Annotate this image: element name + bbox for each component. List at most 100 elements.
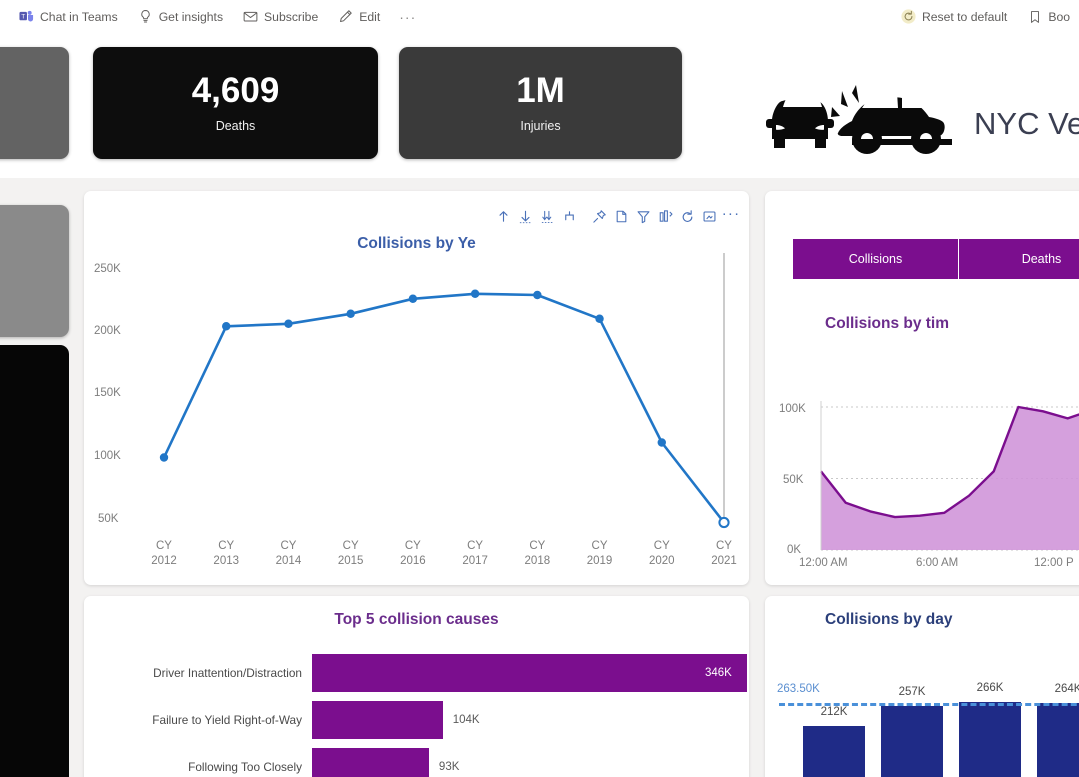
visual-collisions-by-year[interactable]: Collisions by Ye — [84, 191, 749, 585]
copy-icon[interactable] — [612, 208, 630, 226]
line-ytick-150k: 150K — [94, 387, 121, 399]
kpi-injuries-value: 1M — [516, 71, 565, 110]
kpi-deaths-value: 4,609 — [191, 71, 280, 110]
area-ytick-0k: 0K — [787, 544, 802, 556]
line-xtick-2013: CY 2013 — [213, 540, 240, 567]
pin-icon[interactable] — [590, 208, 608, 226]
drill-mode-icon[interactable] — [560, 208, 578, 226]
filter-icon[interactable] — [634, 208, 652, 226]
bar-track: 93K — [312, 748, 749, 777]
kpi-card-cropped[interactable] — [0, 47, 69, 159]
visual-top-5-collision-causes[interactable]: Top 5 collision causes Driver Inattentio… — [84, 596, 749, 777]
car-collision-icon — [760, 81, 956, 166]
side-panel-label: type — [0, 407, 6, 423]
bar-fill[interactable] — [312, 748, 429, 777]
bar-category-label: Driver Inattention/Distraction — [153, 666, 302, 680]
slicer-panel-cropped[interactable] — [0, 205, 69, 337]
focus-icon[interactable] — [700, 208, 718, 226]
drill-up-icon[interactable] — [494, 208, 512, 226]
personalize-icon[interactable] — [656, 208, 674, 226]
line-ytick-100k: 100K — [94, 450, 121, 462]
area-xtick-12am: 12:00 AM — [799, 557, 848, 569]
chat-in-teams-label: Chat in Teams — [40, 9, 118, 24]
tab-group: Collisions Deaths — [793, 239, 1079, 279]
get-insights-button[interactable]: Get insights — [129, 5, 232, 28]
pencil-icon — [338, 9, 353, 24]
line-xtick-2016: CY 2016 — [400, 540, 426, 567]
line-xtick-2020: CY 2020 — [648, 540, 675, 567]
teams-icon: T — [19, 9, 34, 24]
kpi-injuries-label: Injuries — [520, 119, 561, 133]
more-options-icon[interactable]: ··· — [721, 204, 741, 222]
visual-title-collisions-by-year: Collisions by Ye — [357, 235, 476, 252]
bar-fill[interactable] — [312, 654, 747, 692]
report-brand: NYC Ve — [760, 81, 1079, 166]
column-bar[interactable] — [803, 725, 865, 777]
line-xtick-2015: CY 2015 — [337, 540, 364, 567]
area-ytick-100k: 100K — [779, 403, 806, 415]
edit-button[interactable]: Edit — [329, 5, 389, 28]
column-bar[interactable] — [881, 705, 943, 777]
chat-in-teams-button[interactable]: T Chat in Teams — [10, 5, 127, 28]
column-bar[interactable] — [959, 701, 1021, 777]
edit-label: Edit — [359, 9, 381, 24]
bar-row[interactable]: Following Too Closely 93K — [84, 748, 749, 777]
visual-title-collisions-by-time: Collisions by tim — [825, 315, 950, 332]
reference-line-label: 263.50K — [777, 682, 820, 695]
command-bar-overflow-button[interactable]: ··· — [399, 8, 417, 25]
line-ytick-50k: 50K — [98, 513, 119, 525]
area-xtick-6am: 6:00 AM — [916, 557, 959, 569]
line-xtick-2021: CY 2021 — [711, 540, 737, 567]
reset-icon[interactable] — [678, 208, 696, 226]
bar-row[interactable]: Driver Inattention/Distraction 346K — [84, 654, 749, 692]
side-panel-cropped[interactable]: type — [0, 345, 69, 777]
line-xtick-2019: CY 2019 — [586, 540, 613, 567]
bookmarks-label: Boo — [1048, 9, 1070, 24]
subscribe-label: Subscribe — [264, 9, 319, 24]
column-value-label: 266K — [976, 681, 1004, 694]
subscribe-button[interactable]: Subscribe — [234, 5, 327, 28]
bar-value-label: 93K — [438, 761, 460, 773]
column-bar[interactable] — [1037, 702, 1079, 777]
bar-value-label: 104K — [452, 714, 480, 726]
kpi-card-deaths[interactable]: 4,609 Deaths — [93, 47, 378, 159]
svg-text:T: T — [21, 13, 25, 20]
line-ytick-250k: 250K — [94, 263, 121, 275]
command-bar-right-group: Reset to default Boo — [892, 0, 1079, 33]
command-bar-left-group: T Chat in Teams Get insights — [0, 5, 424, 29]
tab-collisions[interactable]: Collisions — [793, 239, 959, 279]
lightbulb-icon — [138, 9, 153, 24]
line-plot-area — [159, 253, 730, 529]
drill-down-icon[interactable] — [516, 208, 534, 226]
area-ytick-50k: 50K — [783, 474, 804, 486]
line-xtick-2014: CY 2014 — [275, 540, 302, 567]
page-title: NYC Ve — [974, 105, 1079, 141]
bar-category-label: Following Too Closely — [188, 760, 302, 774]
reference-line — [779, 702, 1079, 706]
kpi-card-injuries[interactable]: 1M Injuries — [399, 47, 682, 159]
command-bar: T Chat in Teams Get insights — [0, 0, 1079, 34]
reset-to-default-button[interactable]: Reset to default — [892, 5, 1016, 28]
visual-collisions-by-time-of-day[interactable]: Collisions Deaths Collisions by tim 100K… — [765, 191, 1079, 585]
bar-row[interactable]: Failure to Yield Right-of-Way 104K — [84, 701, 749, 739]
reset-to-default-label: Reset to default — [921, 9, 1008, 24]
visual-title-top-5-causes: Top 5 collision causes — [334, 611, 499, 628]
line-xtick-2018: CY 2018 — [524, 540, 551, 567]
get-insights-label: Get insights — [158, 9, 224, 24]
kpi-deaths-label: Deaths — [215, 119, 256, 133]
envelope-icon — [243, 9, 258, 24]
tab-deaths[interactable]: Deaths — [959, 239, 1079, 279]
bar-track: 346K — [312, 654, 749, 692]
bar-fill[interactable] — [312, 701, 443, 739]
bookmarks-button[interactable]: Boo — [1018, 5, 1079, 28]
visual-title-collisions-by-day: Collisions by day — [825, 611, 953, 628]
line-xtick-2017: CY 2017 — [462, 540, 488, 567]
area-xtick-12pm: 12:00 P — [1034, 557, 1074, 569]
column-value-label: 264K — [1054, 682, 1079, 695]
visual-hover-toolbar: ··· — [494, 204, 740, 229]
line-ytick-200k: 200K — [94, 325, 121, 337]
bar-value-label: 346K — [705, 667, 732, 679]
expand-down-icon[interactable] — [538, 208, 556, 226]
visual-collisions-by-day[interactable]: Collisions by day 212K 257K 266K 264K 263.50… — [765, 596, 1079, 777]
